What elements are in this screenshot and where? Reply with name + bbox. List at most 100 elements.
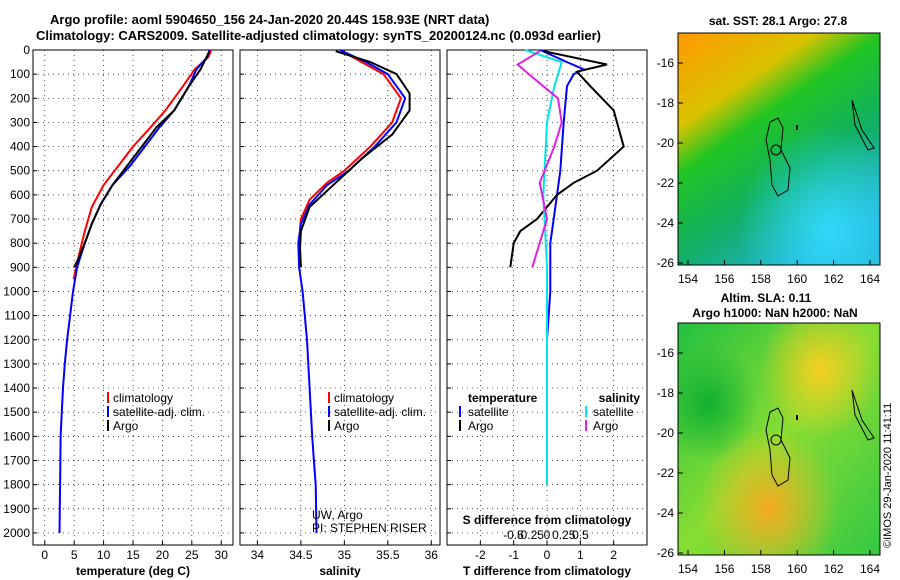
map-y-tick-label: -16 [657,346,675,360]
sla-map-title-2: Argo h1000: NaN h2000: NaN [692,306,857,320]
depth-tick-label: 600 [10,188,30,202]
sla-map-title-1: Altim. SLA: 0.11 [721,291,812,305]
t-difference-xlabel: T difference from climatology [463,564,631,578]
legend-argo: Argo [334,419,360,433]
sst-map-title: sat. SST: 28.1 Argo: 27.8 [709,14,848,28]
map-x-tick-label: 160 [787,562,807,576]
x-tick-label: 2 [610,548,617,562]
s-difference-label: S difference from climatology [463,513,632,527]
series-line-argo [73,50,211,268]
depth-tick-label: 2000 [3,526,30,540]
depth-tick-label: 200 [10,91,30,105]
temperature-xlabel: temperature (deg C) [76,564,190,578]
x-tick-label: 34 [251,548,265,562]
coastline-outline [851,389,875,441]
x-tick-label: 10 [97,548,111,562]
map-x-tick-label: 164 [860,272,880,286]
x-tick-label: 5 [71,548,78,562]
series-line-satellite-adj-clim- [58,49,211,533]
map-y-tick-label: -24 [657,216,675,230]
s-tick-label: 0 [544,528,551,542]
s-tick-label: 0.25 [552,528,576,542]
series-line-climatology [72,49,213,280]
depth-tick-label: 1300 [3,357,30,371]
depth-tick-label: 700 [10,212,30,226]
salinity-legend: climatology satellite-adj. clim. Argo [328,391,426,433]
map-y-tick-label: -18 [657,96,675,110]
legend-climatology: climatology [334,391,394,405]
salinity-panel-frame [239,49,441,546]
series-line-satellite-adj-clim- [297,49,407,533]
map-y-tick-label: -20 [657,136,675,150]
difference-legend: temperature salinity satellite Argo sate… [459,391,640,433]
sst-map [677,32,881,266]
map-x-tick-label: 164 [860,562,880,576]
map-y-tick-label: -22 [657,466,675,480]
island-outline [770,144,782,156]
depth-tick-label: 800 [10,236,30,250]
salinity-xlabel: salinity [319,564,361,578]
s-tick-label: -0.5 [503,528,524,542]
argo-position-marker [796,125,798,130]
map-x-tick-label: 160 [787,272,807,286]
depth-tick-label: 900 [10,260,30,274]
coastline-outline [765,407,791,487]
x-tick-label: 30 [215,548,229,562]
legend-s-argo: Argo [593,419,619,433]
map-y-tick-label: -16 [657,56,675,70]
depth-tick-label: 1800 [3,478,30,492]
coastline-outline [851,99,875,151]
depth-tick-label: 1000 [3,284,30,298]
map-y-tick-label: -26 [657,256,675,270]
map-y-tick-label: -26 [657,546,675,560]
imos-timestamp: ©IMOS 29-Jan-2020 11:41:11 [882,402,894,548]
x-tick-label: 20 [156,548,170,562]
map-x-tick-label: 158 [751,562,771,576]
map-y-tick-label: -24 [657,506,675,520]
x-tick-label: -2 [475,548,486,562]
depth-tick-label: 1600 [3,429,30,443]
depth-tick-label: 1900 [3,502,30,516]
series-line-argo [298,50,411,268]
legend-s-title: salinity [599,391,641,405]
island-outline [770,434,782,446]
map-x-tick-label: 154 [678,562,698,576]
credit-line-1: UW, Argo [312,508,363,522]
legend-t-satellite: satellite [468,405,509,419]
temperature-legend: climatology satellite-adj. clim. Argo [107,391,205,433]
s-tick-label: -0.25 [517,528,545,542]
depth-tick-label: 400 [10,140,30,154]
x-tick-label: -1 [508,548,519,562]
x-tick-label: 36 [425,548,439,562]
series-line-t-argo [509,50,625,268]
map-x-tick-label: 158 [751,272,771,286]
legend-satellite: satellite-adj. clim. [334,405,426,419]
depth-tick-label: 1400 [3,381,30,395]
s-tick-label: 0.5 [572,528,589,542]
depth-tick-label: 1500 [3,405,30,419]
legend-t-argo: Argo [468,419,494,433]
legend-s-satellite: satellite [593,405,634,419]
series-line-climatology [298,49,403,268]
legend-t-title: temperature [468,391,538,405]
map-y-tick-label: -18 [657,386,675,400]
depth-tick-label: 1100 [4,309,30,323]
x-tick-label: 0 [41,548,48,562]
sst-map-axes: 154 156 158 160 162 164 -16 -18 -20 -22 -24 -26 [657,56,881,286]
sla-map-axes: 154 156 158 160 162 164 -16 -18 -20 -22 -24 -26 [657,346,881,576]
depth-tick-label: 500 [10,164,30,178]
credit-line-2: PI: STEPHEN RISER [312,521,427,535]
map-x-tick-label: 162 [824,272,844,286]
map-y-tick-label: -22 [657,176,675,190]
x-tick-label: 25 [185,548,199,562]
depth-tick-label: 100 [10,67,30,81]
depth-tick-label: 300 [10,115,30,129]
coastline-outline [765,117,791,197]
title-line-1: Argo profile: aoml 5904650_156 24-Jan-20… [50,12,490,27]
x-tick-label: 1 [577,548,584,562]
depth-tick-label: 1700 [3,453,30,467]
map-x-tick-label: 156 [714,562,734,576]
x-tick-label: 0 [544,548,551,562]
depth-tick-label: 1200 [3,333,30,347]
